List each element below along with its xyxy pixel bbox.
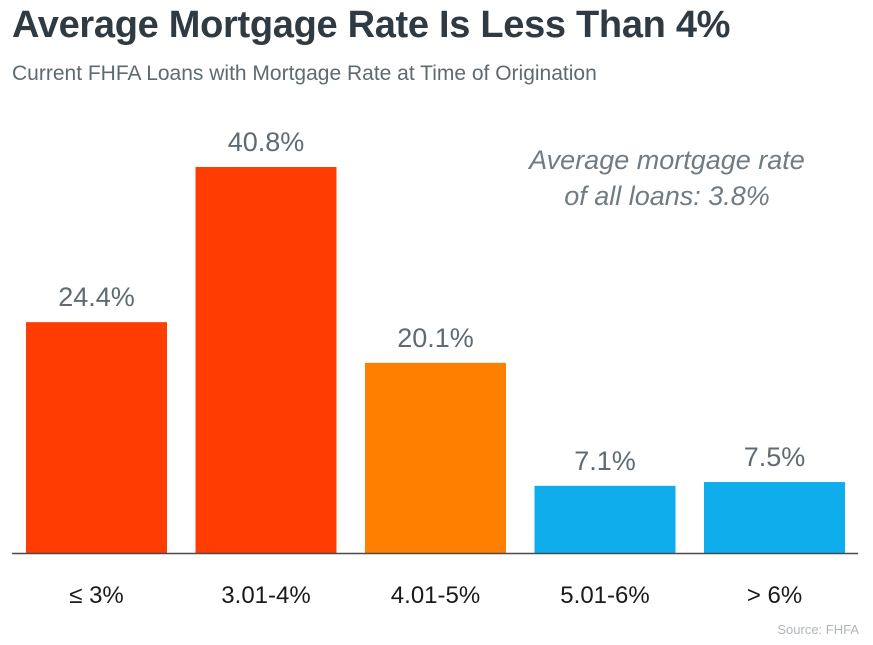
category-label-4: 5.01-6% [560,582,649,609]
value-label-5: 7.5% [744,442,806,472]
source-note: Source: FHFA [777,622,859,637]
annotation-line-2: of all loans: 3.8% [564,181,770,211]
chart-subtitle: Current FHFA Loans with Mortgage Rate at… [12,62,597,85]
value-label-2: 40.8% [228,127,305,157]
annotation-line-1: Average mortgage rate [529,145,805,175]
category-label-2: 3.01-4% [221,582,310,609]
value-label-3: 20.1% [397,323,474,353]
category-label-1: ≤ 3% [69,582,124,609]
value-label-4: 7.1% [574,446,636,476]
category-label-3: 4.01-5% [391,582,480,609]
bar-3 [365,362,506,553]
bar-2 [195,167,337,553]
value-label-1: 24.4% [58,282,135,312]
average-rate-annotation: Average mortgage rate of all loans: 3.8% [492,142,842,214]
category-label-5: > 6% [747,582,802,609]
bar-1 [26,322,167,553]
chart-title: Average Mortgage Rate Is Less Than 4% [12,4,731,46]
bar-5 [704,482,845,553]
bar-4 [534,485,676,553]
